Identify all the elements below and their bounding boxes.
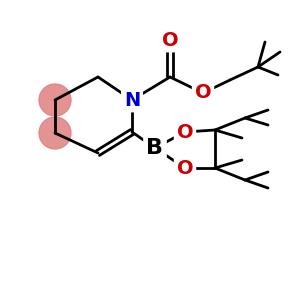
Text: B: B xyxy=(146,138,164,158)
Circle shape xyxy=(39,117,71,149)
Text: O: O xyxy=(195,83,211,103)
Text: O: O xyxy=(177,158,193,178)
Text: N: N xyxy=(124,91,140,110)
Circle shape xyxy=(39,84,71,116)
Text: O: O xyxy=(162,31,178,50)
Text: O: O xyxy=(177,122,193,142)
